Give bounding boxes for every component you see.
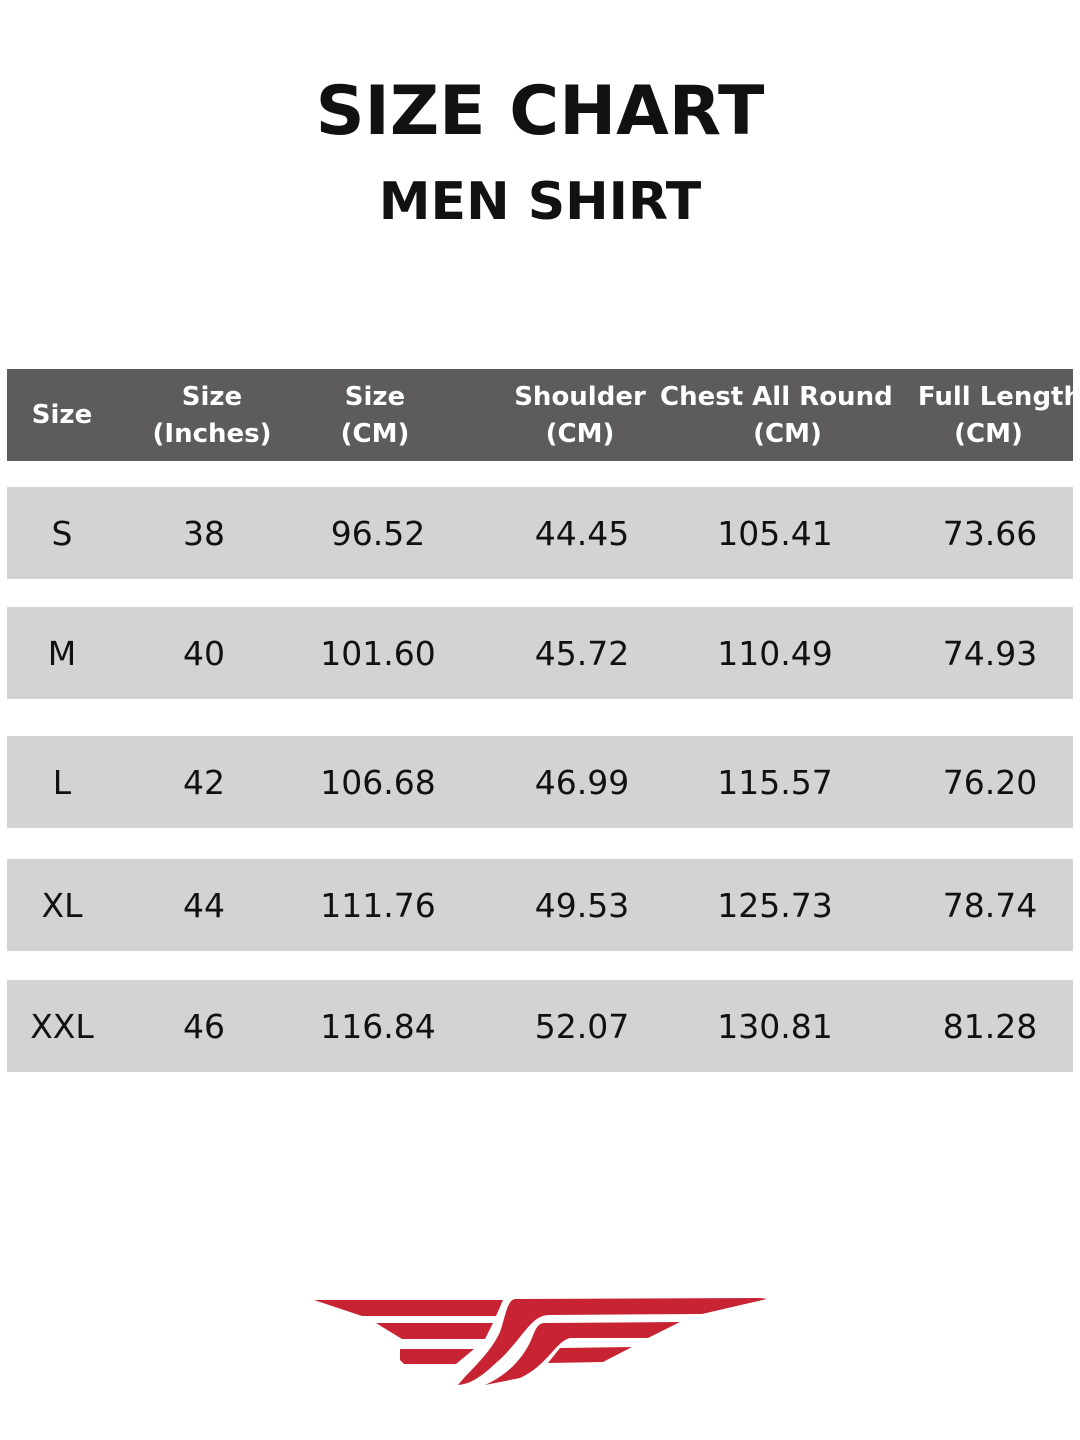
table-row: XL 44 111.76 49.53 125.73 78.74 (7, 859, 1073, 951)
cell-inches: 40 (183, 634, 225, 673)
cell-full-length: 81.28 (942, 1007, 1038, 1046)
cell-chest: 125.73 (717, 886, 833, 925)
cell-shoulder: 44.45 (534, 514, 630, 553)
table-row: S 38 96.52 44.45 105.41 73.66 (7, 487, 1073, 579)
cell-size: XL (41, 886, 83, 925)
header-full-length: Full Length (CM) (917, 382, 1080, 449)
page-title: SIZE CHART (315, 72, 765, 151)
cell-shoulder: 49.53 (534, 886, 630, 925)
table-row: M 40 101.60 45.72 110.49 74.93 (7, 607, 1073, 699)
header-shoulder: Shoulder (CM) (514, 382, 646, 449)
header-size-inches: Size (Inches) (152, 382, 272, 449)
table-row: L 42 106.68 46.99 115.57 76.20 (7, 736, 1073, 828)
header-size-cm: Size (CM) (340, 382, 410, 449)
cell-inches: 42 (183, 763, 225, 802)
cell-shoulder: 52.07 (534, 1007, 630, 1046)
cell-full-length: 76.20 (942, 763, 1038, 802)
cell-size: XXL (30, 1007, 94, 1046)
cell-size: M (47, 634, 77, 673)
cell-inches: 38 (183, 514, 225, 553)
cell-full-length: 73.66 (942, 514, 1038, 553)
cell-chest: 115.57 (717, 763, 833, 802)
cell-inches: 44 (183, 886, 225, 925)
page-subtitle: MEN SHIRT (378, 172, 702, 232)
table-row: XXL 46 116.84 52.07 130.81 81.28 (7, 980, 1073, 1072)
cell-chest: 105.41 (717, 514, 833, 553)
cell-size-cm: 106.68 (320, 763, 436, 802)
cell-size: L (52, 763, 72, 802)
cell-full-length: 74.93 (942, 634, 1038, 673)
cell-inches: 46 (183, 1007, 225, 1046)
cell-size-cm: 96.52 (330, 514, 426, 553)
cell-chest: 130.81 (717, 1007, 833, 1046)
header-chest: Chest All Round (CM) (660, 382, 893, 449)
cell-size-cm: 116.84 (320, 1007, 436, 1046)
cell-size-cm: 111.76 (320, 886, 436, 925)
cell-full-length: 78.74 (942, 886, 1038, 925)
winged-logo-icon (314, 1298, 767, 1385)
table-header: Size Size (Inches) Size (CM) Shoulder (CM) … (7, 369, 1080, 461)
header-size: Size (31, 400, 93, 430)
cell-chest: 110.49 (717, 634, 833, 673)
cell-shoulder: 46.99 (534, 763, 630, 802)
cell-shoulder: 45.72 (534, 634, 630, 673)
cell-size: S (51, 514, 73, 553)
cell-size-cm: 101.60 (320, 634, 436, 673)
